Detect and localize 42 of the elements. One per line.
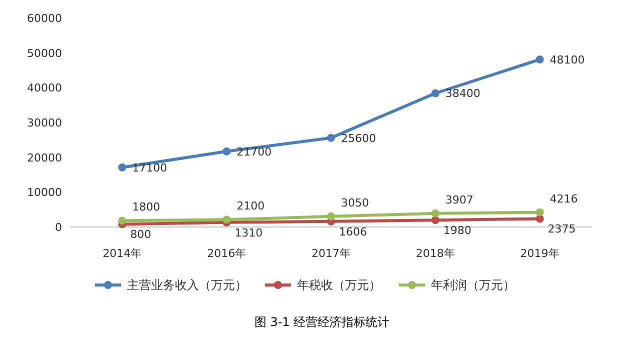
point: [222, 216, 231, 224]
data-label: 17100: [132, 161, 168, 174]
point: [327, 212, 335, 220]
y-tick-label: 40000: [27, 82, 62, 95]
data-label: 1310: [234, 226, 263, 240]
data-label: 3050: [341, 196, 369, 210]
legend-label: 年税收（万元）: [297, 278, 381, 292]
data-label: 3907: [445, 193, 474, 206]
point: [118, 216, 126, 225]
legend-label: 主营业务收入（万元）: [127, 278, 247, 292]
data-label: 48100: [550, 53, 585, 66]
x-tick-label: 2014年: [102, 247, 142, 260]
point: [431, 89, 440, 98]
data-label: 1606: [339, 225, 367, 238]
x-tick-label: 2019年: [520, 247, 560, 260]
data-label: 800: [130, 228, 152, 242]
data-label: 25600: [341, 132, 376, 145]
point: [118, 163, 126, 172]
data-label: 4216: [550, 192, 578, 206]
x-tick-label: 2018年: [416, 247, 455, 260]
point: [431, 216, 440, 224]
data-label: 21700: [236, 145, 272, 158]
data-label: 1980: [443, 224, 472, 238]
point: [222, 147, 231, 156]
point: [536, 55, 544, 64]
data-label: 38400: [445, 87, 480, 100]
y-tick-label: 30000: [27, 116, 62, 130]
x-tick-label: 2016年: [207, 247, 246, 260]
data-label: 2375: [548, 222, 576, 236]
y-tick-label: 0: [55, 221, 62, 234]
point: [327, 134, 335, 142]
point: [536, 208, 544, 216]
data-label: 1800: [132, 200, 160, 214]
legend-label: 年利润（万元）: [431, 278, 515, 292]
y-tick-label: 50000: [27, 46, 62, 60]
x-tick-label: 2017年: [312, 247, 350, 260]
text: 图 3-1 经营经济指标统计: [254, 315, 390, 329]
data-label: 2100: [236, 200, 265, 213]
point: [431, 209, 440, 218]
y-tick-label: 10000: [27, 186, 62, 200]
y-tick-label: 60000: [27, 12, 62, 25]
y-tick-label: 20000: [27, 151, 62, 164]
